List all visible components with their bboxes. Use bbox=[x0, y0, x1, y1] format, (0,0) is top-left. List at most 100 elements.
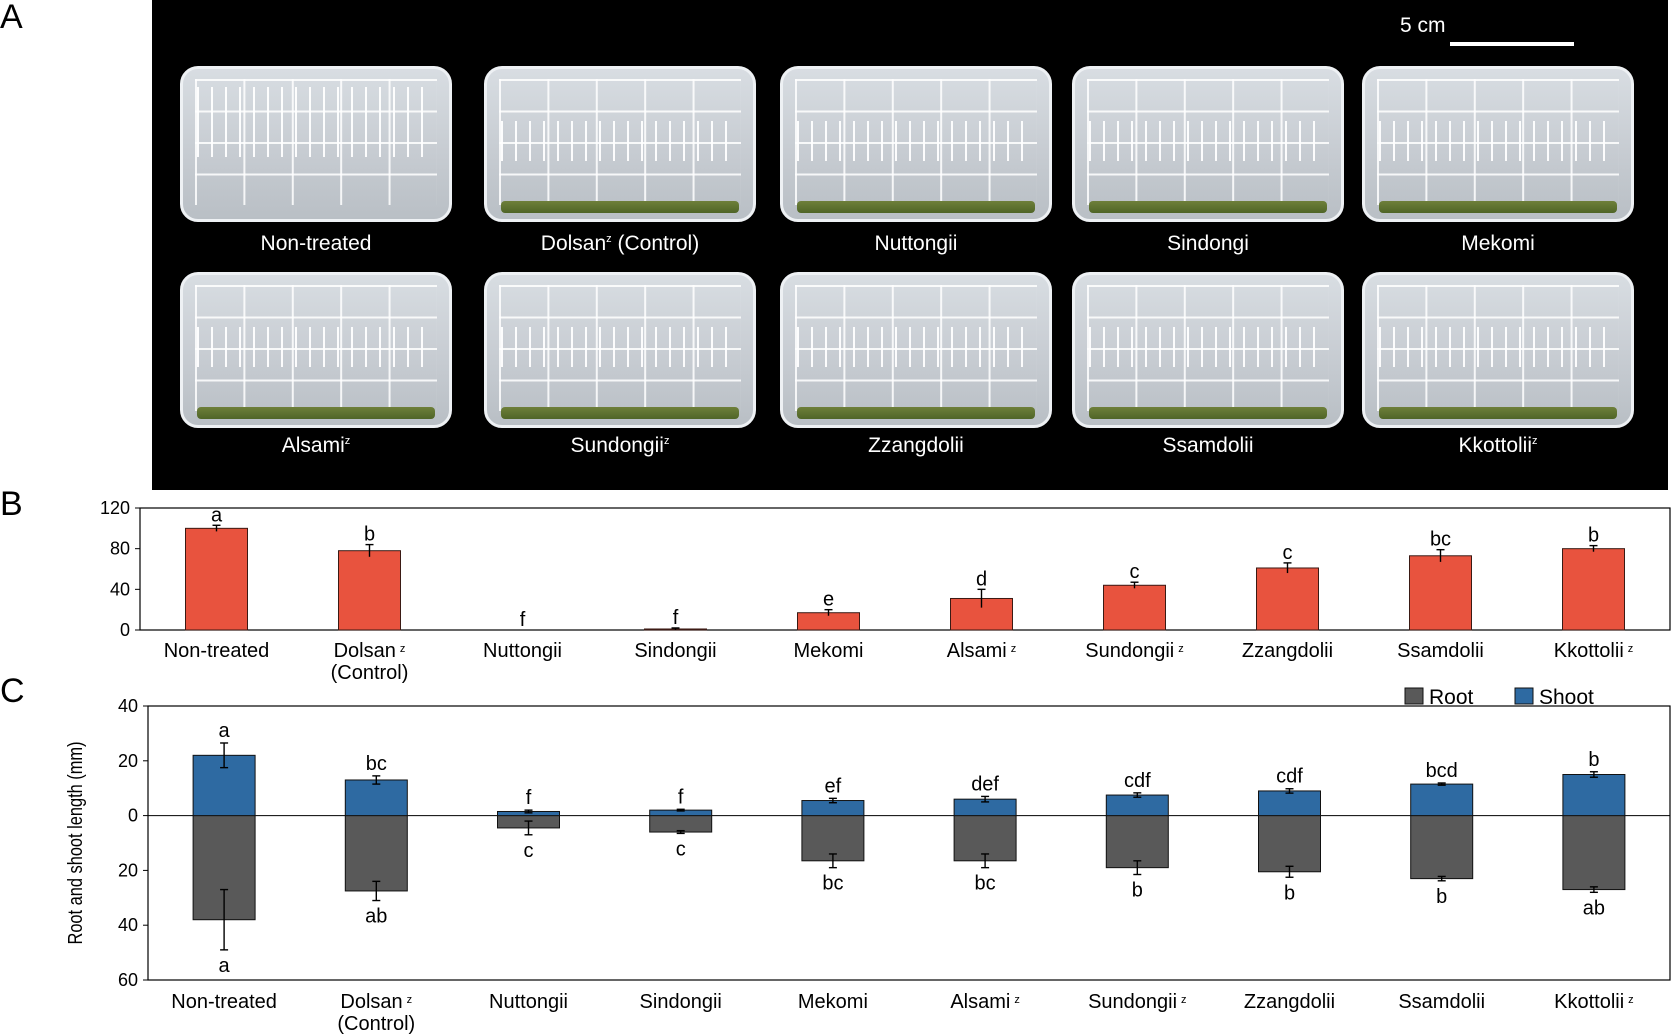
dish-label: Alsamiz bbox=[180, 434, 452, 458]
x-tick-label-text: Sundongii bbox=[1088, 991, 1177, 1013]
moss-strip bbox=[501, 407, 739, 419]
x-tick-label: Sindongii bbox=[640, 991, 722, 1013]
moss-strip bbox=[1089, 407, 1327, 419]
y-tick-label: 0 bbox=[128, 806, 138, 826]
bar bbox=[185, 527, 248, 631]
moss-strip bbox=[1379, 201, 1617, 213]
petri-dish bbox=[1362, 66, 1634, 222]
seedling-row bbox=[1089, 121, 1327, 161]
dish-label: Zzangdolii bbox=[780, 434, 1052, 458]
significance-letter: b bbox=[1588, 525, 1599, 547]
plot-frame bbox=[139, 507, 1671, 631]
x-tick-label-text: Zzangdolii bbox=[1242, 640, 1333, 662]
y-tick-label: 120 bbox=[100, 498, 130, 518]
root-bar bbox=[1410, 815, 1474, 880]
dish-label: Mekomi bbox=[1362, 232, 1634, 256]
panel-label-a: A bbox=[0, 0, 23, 36]
x-tick-label-text: Non-treated bbox=[171, 991, 277, 1013]
x-tick-label-text: Kkottolii bbox=[1554, 991, 1624, 1013]
root-bar bbox=[1562, 815, 1626, 891]
dish-label-text: Dolsan bbox=[540, 232, 607, 255]
y-tick-label: 60 bbox=[118, 970, 138, 990]
dish-label-text: Mekomi bbox=[1461, 232, 1535, 255]
bar bbox=[1409, 555, 1472, 631]
dish-label: Nuttongii bbox=[780, 232, 1052, 256]
panel-label-b: B bbox=[0, 485, 23, 523]
significance-letter: ab bbox=[1583, 897, 1605, 919]
x-tick-label-text: Mekomi bbox=[798, 991, 868, 1013]
moss-strip bbox=[501, 201, 739, 213]
petri-dish bbox=[180, 272, 452, 428]
x-tick-label: Dolsan z bbox=[340, 991, 412, 1013]
seedling-row bbox=[501, 121, 739, 161]
significance-letter: bc bbox=[975, 873, 996, 895]
x-tick-label-superscript: z bbox=[1014, 994, 1020, 1006]
shoot-bar bbox=[344, 779, 408, 817]
significance-letter: f bbox=[673, 607, 679, 629]
bar bbox=[1256, 567, 1319, 631]
dish-label-text: Nuttongii bbox=[874, 232, 958, 255]
x-tick-label: Non-treated bbox=[164, 640, 270, 662]
significance-letter: b bbox=[1588, 749, 1599, 771]
dish-label-text: Sundongii bbox=[570, 434, 664, 457]
dish-label: Sundongiiz bbox=[484, 434, 756, 458]
y-tick-label: 40 bbox=[110, 579, 130, 599]
significance-letter: b bbox=[1132, 880, 1143, 902]
shoot-bar bbox=[1410, 783, 1474, 817]
x-tick-label: Nuttongii bbox=[489, 991, 568, 1013]
moss-strip bbox=[797, 407, 1035, 419]
x-tick-label: Non-treated bbox=[171, 991, 277, 1013]
significance-letter: f bbox=[678, 786, 684, 808]
significance-letter: f bbox=[520, 609, 526, 631]
significance-letter: c bbox=[676, 838, 686, 860]
x-tick-label-superscript: z bbox=[1178, 643, 1184, 655]
significance-letter: a bbox=[219, 955, 231, 977]
x-tick-label-text: Nuttongii bbox=[489, 991, 568, 1013]
scale-bar bbox=[1450, 42, 1574, 46]
x-tick-label-superscript: z bbox=[1628, 994, 1634, 1006]
dish-label-superscript: z bbox=[663, 435, 670, 447]
x-tick-sublabel: (Control) bbox=[331, 662, 409, 684]
significance-letter: def bbox=[971, 773, 999, 795]
x-tick-label: Kkottolii z bbox=[1554, 640, 1634, 662]
significance-letter: b bbox=[1436, 886, 1447, 908]
x-tick-label-superscript: z bbox=[1628, 643, 1634, 655]
dish-label-text: Alsami bbox=[281, 434, 345, 457]
petri-dish bbox=[1072, 272, 1344, 428]
x-tick-label-text: Non-treated bbox=[164, 640, 270, 662]
x-tick-label-text: Ssamdolii bbox=[1398, 991, 1485, 1013]
x-tick-label: Mekomi bbox=[793, 640, 863, 662]
seedling-row bbox=[797, 327, 1035, 367]
shoot-bar bbox=[1105, 794, 1169, 817]
seedling-row bbox=[1089, 327, 1327, 367]
panel-label-c: C bbox=[0, 672, 25, 710]
dish-label-superscript: z bbox=[344, 435, 351, 447]
moss-strip bbox=[797, 201, 1035, 213]
shoot-bar bbox=[1562, 774, 1626, 817]
y-tick-label: 20 bbox=[118, 751, 138, 771]
bar bbox=[1103, 584, 1166, 631]
significance-letter: bc bbox=[1430, 529, 1451, 551]
significance-letter: bc bbox=[822, 873, 843, 895]
dish-label: Ssamdolii bbox=[1072, 434, 1344, 458]
significance-letter: bcd bbox=[1426, 760, 1458, 782]
dish-label-superscript: z bbox=[606, 233, 612, 245]
x-tick-label-superscript: z bbox=[1181, 994, 1187, 1006]
y-tick-label: 40 bbox=[118, 696, 138, 716]
significance-letter: c bbox=[1130, 561, 1140, 583]
x-tick-label-text: Mekomi bbox=[793, 640, 863, 662]
seedling-photo-panel: 5 cm Non-treated Dolsanz (Control) Nuttong… bbox=[152, 0, 1668, 490]
x-tick-label: Zzangdolii bbox=[1244, 991, 1335, 1013]
significance-letter: c bbox=[1283, 542, 1293, 564]
bar bbox=[1562, 548, 1625, 631]
x-tick-label-superscript: z bbox=[407, 994, 413, 1006]
significance-letter: b bbox=[364, 524, 375, 546]
root-bar bbox=[1258, 815, 1321, 873]
y-tick-label: 40 bbox=[118, 915, 138, 935]
x-tick-label-text: Sindongii bbox=[634, 640, 716, 662]
seedling-row bbox=[501, 327, 739, 367]
legend-label: Shoot bbox=[1539, 686, 1594, 709]
x-tick-sublabel: (Control) bbox=[337, 1013, 415, 1034]
dish-label: Sindongi bbox=[1072, 232, 1344, 256]
